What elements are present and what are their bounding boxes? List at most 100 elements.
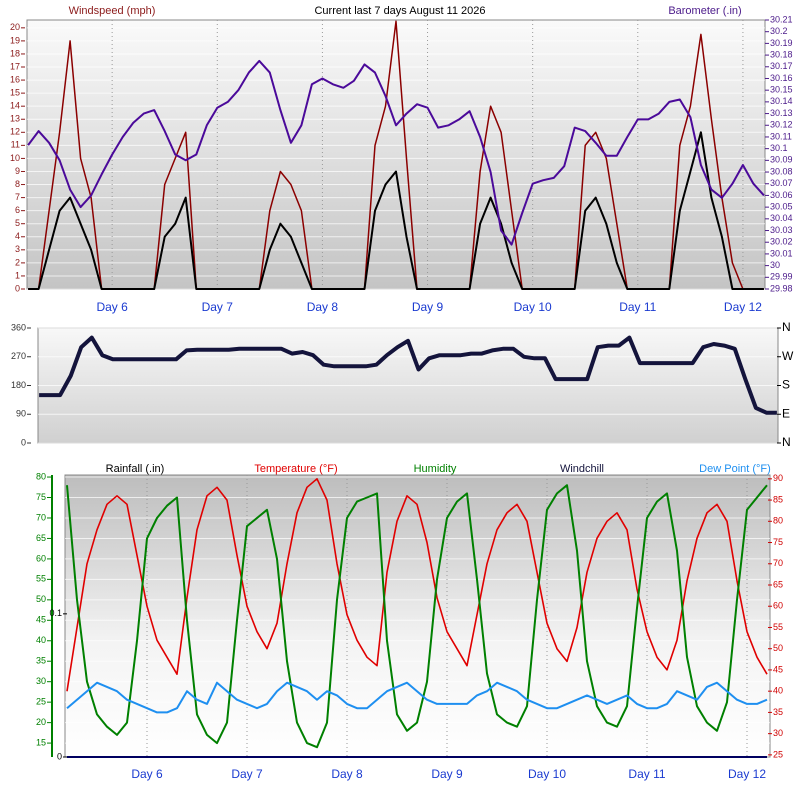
dewpoint-label: Dew Point (°F) (699, 463, 771, 475)
y2-tick-label: 30.19 (770, 38, 793, 48)
y2-tick-label: 70 (773, 558, 783, 568)
x-tick-label: Day 7 (231, 767, 263, 781)
y2-tick-label: 30.04 (770, 213, 793, 223)
x-tick-label: Day 12 (728, 767, 766, 781)
y-tick-label: 3 (15, 244, 20, 254)
y2-tick-label: 30.2 (770, 26, 788, 36)
barometer-label: Barometer (.in) (668, 5, 741, 17)
y-tick-label: 10 (10, 153, 20, 163)
y-tick-label: 55 (36, 574, 46, 584)
y-tick-label: 75 (36, 492, 46, 502)
y-tick-label: 30 (36, 676, 46, 686)
x-tick-label: Day 7 (202, 300, 234, 314)
y-tick-label: 2 (15, 257, 20, 267)
y2-tick-label: 30.07 (770, 178, 793, 188)
x-tick-label: Day 10 (514, 300, 552, 314)
series-line (66, 478, 768, 692)
y-tick-label: 50 (36, 594, 46, 604)
series-line (66, 484, 768, 749)
windchill-label: Windchill (560, 463, 604, 475)
x-tick-label: Day 8 (307, 300, 339, 314)
y3-tick-label: 0 (57, 751, 62, 761)
y-tick-label: 20 (36, 717, 46, 727)
y-tick-label: 360 (11, 322, 26, 332)
y-tick-label: 45 (36, 615, 46, 625)
y2-tick-label: 30.16 (770, 73, 793, 83)
y-tick-label: 7 (15, 192, 20, 202)
y3-tick-label: 0.1 (49, 608, 62, 618)
y-tick-label: 12 (10, 127, 20, 137)
y-tick-label: 6 (15, 205, 20, 215)
y2-tick-label: 45 (773, 664, 783, 674)
series-line (39, 335, 777, 415)
y2-tick-label: 30.17 (770, 61, 793, 71)
y-tick-label: 9 (15, 166, 20, 176)
x-tick-label: Day 6 (96, 300, 128, 314)
y-tick-label: 0 (15, 283, 20, 293)
y2-tick-label: W (782, 349, 794, 363)
y2-tick-label: 35 (773, 707, 783, 717)
humidity-label: Humidity (414, 463, 457, 475)
x-tick-label: Day 11 (619, 300, 656, 314)
y2-tick-label: 40 (773, 686, 783, 696)
y2-tick-label: N (782, 320, 791, 334)
y2-tick-label: 30.06 (770, 190, 793, 200)
y-tick-label: 270 (11, 351, 26, 361)
y-tick-label: 15 (36, 737, 46, 747)
rainfall-label: Rainfall (.in) (106, 463, 165, 475)
x-tick-label: Day 11 (628, 767, 665, 781)
y-tick-label: 11 (11, 140, 20, 150)
series-line (28, 131, 764, 290)
y2-tick-label: 29.98 (770, 283, 793, 293)
y2-tick-label: 30 (770, 260, 780, 270)
y2-tick-label: 90 (773, 473, 783, 483)
y2-tick-label: 30.03 (770, 225, 793, 235)
y2-tick-label: 60 (773, 601, 783, 611)
y2-tick-label: 80 (773, 516, 783, 526)
y2-tick-label: 30.12 (770, 120, 793, 130)
y2-tick-label: 30.13 (770, 108, 793, 118)
y-tick-label: 16 (10, 74, 20, 84)
x-tick-label: Day 12 (724, 300, 762, 314)
x-tick-label: Day 9 (431, 767, 463, 781)
y2-tick-label: 30.21 (770, 14, 793, 24)
y-tick-label: 0 (21, 437, 26, 447)
y-tick-label: 70 (36, 512, 46, 522)
temperature-label: Temperature (°F) (254, 463, 337, 475)
y2-tick-label: 50 (773, 643, 783, 653)
y2-tick-label: N (782, 435, 791, 449)
y2-tick-label: 30.1 (770, 143, 788, 153)
y2-tick-label: 25 (773, 749, 783, 759)
y2-tick-label: 30.08 (770, 166, 793, 176)
y-tick-label: 4 (15, 231, 20, 241)
y-tick-label: 60 (36, 553, 46, 563)
y-tick-label: 40 (36, 635, 46, 645)
y2-tick-label: 65 (773, 579, 783, 589)
y-tick-label: 90 (16, 409, 26, 419)
y2-tick-label: 30.09 (770, 155, 793, 165)
y2-tick-label: E (782, 406, 790, 420)
y2-tick-label: 30 (773, 728, 783, 738)
x-tick-label: Day 8 (331, 767, 363, 781)
y2-tick-label: 55 (773, 622, 783, 632)
y-tick-label: 65 (36, 533, 46, 543)
y2-tick-label: 30.11 (770, 131, 792, 141)
x-tick-label: Day 6 (131, 767, 163, 781)
windspeed-label: Windspeed (mph) (69, 5, 156, 17)
y2-tick-label: S (782, 378, 790, 392)
y2-tick-label: 85 (773, 494, 783, 504)
y-tick-label: 5 (15, 218, 20, 228)
y2-tick-label: 75 (773, 537, 783, 547)
chart-title: Current last 7 days August 11 2026 (314, 5, 485, 17)
y2-tick-label: 30.14 (770, 96, 793, 106)
y-tick-label: 14 (10, 101, 20, 111)
y-tick-label: 25 (36, 697, 46, 707)
y-tick-label: 35 (36, 656, 46, 666)
x-tick-label: Day 10 (528, 767, 566, 781)
y2-tick-label: 30.02 (770, 237, 793, 247)
series-line (66, 681, 768, 714)
x-tick-label: Day 9 (412, 300, 444, 314)
y-tick-label: 18 (10, 48, 20, 58)
